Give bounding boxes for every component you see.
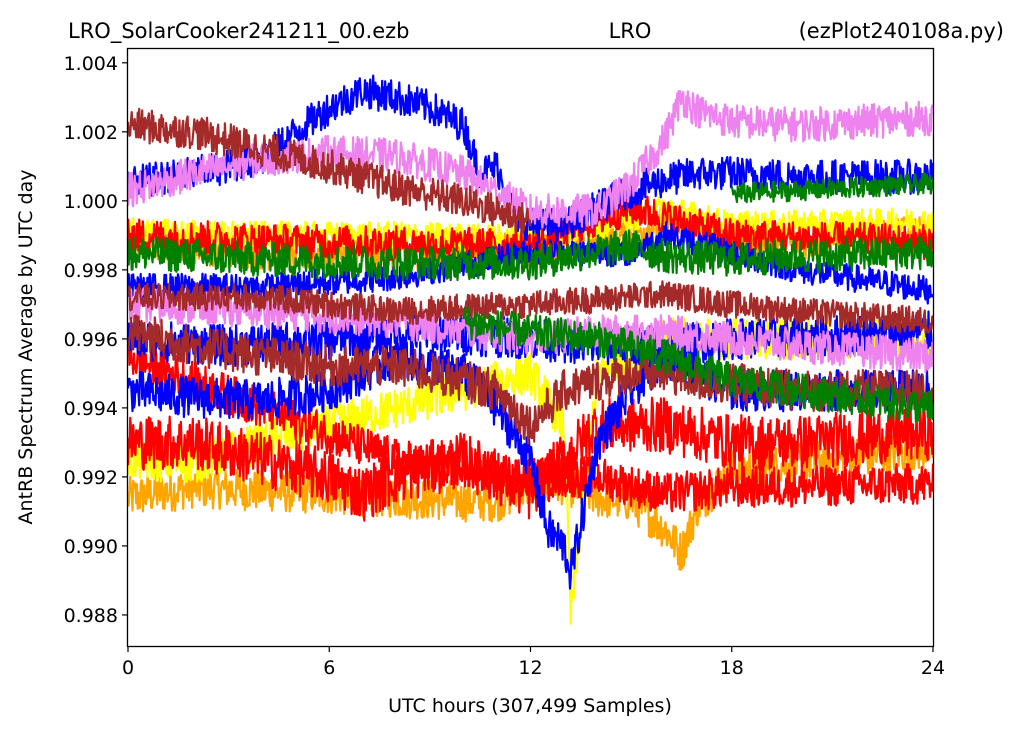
y-tick-label: 0.998 [64, 260, 118, 282]
series-line-16 [126, 280, 935, 334]
title-center: LRO [609, 19, 652, 43]
x-axis: 0 6 12 18 24 [122, 646, 945, 679]
series-line-5 [126, 396, 935, 522]
series-layer [126, 74, 935, 625]
x-tick-label: 6 [323, 657, 335, 679]
y-tick-label: 1.004 [64, 53, 118, 75]
y-tick-label: 0.990 [64, 536, 118, 558]
y-axis: 0.988 0.990 0.992 0.994 0.996 0.998 1.000 1.002… [64, 53, 128, 627]
series-line-14 [126, 107, 532, 236]
y-tick-label: 0.992 [64, 467, 118, 489]
title-left: LRO_SolarCooker241211_00.ezb [68, 19, 410, 44]
series-line-17 [126, 229, 935, 282]
y-tick-label: 1.000 [64, 191, 118, 213]
x-tick-label: 24 [921, 657, 945, 679]
y-axis-label: AntRB Spectrum Average by UTC day [15, 170, 37, 525]
series-line-19 [730, 172, 935, 204]
y-tick-label: 1.002 [64, 122, 118, 144]
x-axis-label: UTC hours (307,499 Samples) [388, 695, 672, 717]
title-right: (ezPlot240108a.py) [799, 19, 1004, 43]
x-tick-label: 0 [122, 657, 134, 679]
y-tick-label: 0.996 [64, 329, 118, 351]
series-line-12 [126, 89, 935, 229]
y-tick-label: 0.994 [64, 398, 118, 420]
x-tick-label: 12 [518, 657, 542, 679]
series-line-18 [462, 306, 935, 423]
x-tick-label: 18 [720, 657, 744, 679]
y-tick-label: 0.988 [64, 605, 118, 627]
